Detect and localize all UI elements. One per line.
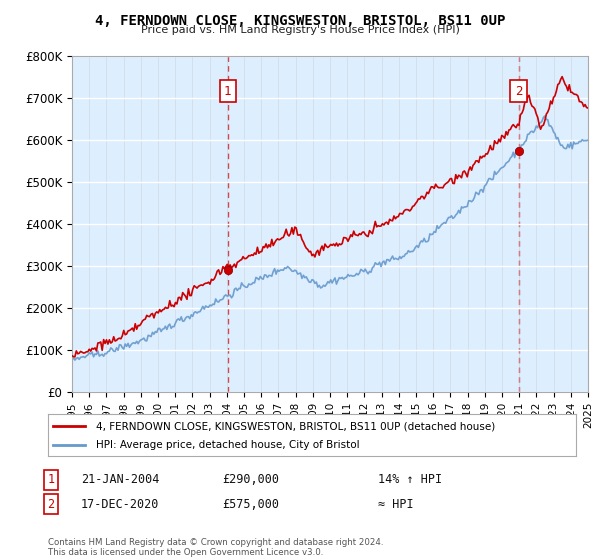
Text: 4, FERNDOWN CLOSE, KINGSWESTON, BRISTOL, BS11 0UP (detached house): 4, FERNDOWN CLOSE, KINGSWESTON, BRISTOL,… bbox=[95, 421, 495, 431]
Text: 4, FERNDOWN CLOSE, KINGSWESTON, BRISTOL, BS11 0UP: 4, FERNDOWN CLOSE, KINGSWESTON, BRISTOL,… bbox=[95, 14, 505, 28]
Text: 2: 2 bbox=[47, 497, 55, 511]
Text: 14% ↑ HPI: 14% ↑ HPI bbox=[378, 473, 442, 487]
Text: ≈ HPI: ≈ HPI bbox=[378, 497, 413, 511]
Text: 2: 2 bbox=[515, 85, 522, 98]
Text: 1: 1 bbox=[47, 473, 55, 487]
Text: £290,000: £290,000 bbox=[222, 473, 279, 487]
Text: Price paid vs. HM Land Registry's House Price Index (HPI): Price paid vs. HM Land Registry's House … bbox=[140, 25, 460, 35]
Text: 21-JAN-2004: 21-JAN-2004 bbox=[81, 473, 160, 487]
Text: £575,000: £575,000 bbox=[222, 497, 279, 511]
Text: Contains HM Land Registry data © Crown copyright and database right 2024.
This d: Contains HM Land Registry data © Crown c… bbox=[48, 538, 383, 557]
Text: 17-DEC-2020: 17-DEC-2020 bbox=[81, 497, 160, 511]
Text: 1: 1 bbox=[224, 85, 232, 98]
Text: HPI: Average price, detached house, City of Bristol: HPI: Average price, detached house, City… bbox=[95, 440, 359, 450]
